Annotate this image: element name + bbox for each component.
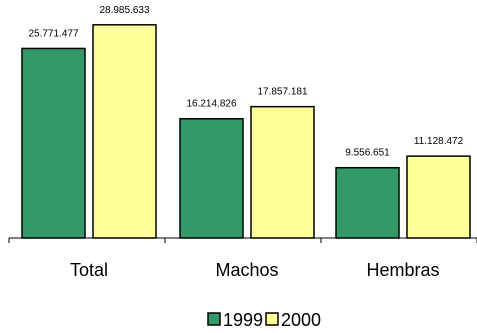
data-label: 9.556.651 xyxy=(345,148,390,159)
category-label-hembras: Hembras xyxy=(366,260,439,280)
category-label-machos: Machos xyxy=(215,260,278,280)
bars-layer xyxy=(21,24,471,239)
legend-label-2000: 2000 xyxy=(281,310,321,330)
data-label: 16.214.826 xyxy=(186,99,236,110)
legend-swatch-2000 xyxy=(265,312,279,326)
data-label: 25.771.477 xyxy=(28,28,78,39)
bar-total-2000 xyxy=(92,24,157,239)
data-label: 28.985.633 xyxy=(99,5,149,16)
legend: 1999 2000 xyxy=(207,310,321,330)
legend-swatch-1999 xyxy=(207,312,221,326)
bar-hembras-1999 xyxy=(335,166,400,239)
data-label: 11.128.472 xyxy=(414,136,464,147)
category-label-total: Total xyxy=(70,260,108,280)
bar-machos-1999 xyxy=(179,117,244,239)
data-label: 17.857.181 xyxy=(257,87,307,98)
bar-total-1999 xyxy=(21,47,86,239)
bar-machos-2000 xyxy=(250,105,315,239)
legend-label-1999: 1999 xyxy=(223,310,263,330)
bar-hembras-2000 xyxy=(406,155,471,239)
data-labels-layer: 25.771.477 28.985.633 16.214.826 17.857.181… xyxy=(28,5,463,159)
x-axis: Total Machos Hembras xyxy=(8,237,477,280)
